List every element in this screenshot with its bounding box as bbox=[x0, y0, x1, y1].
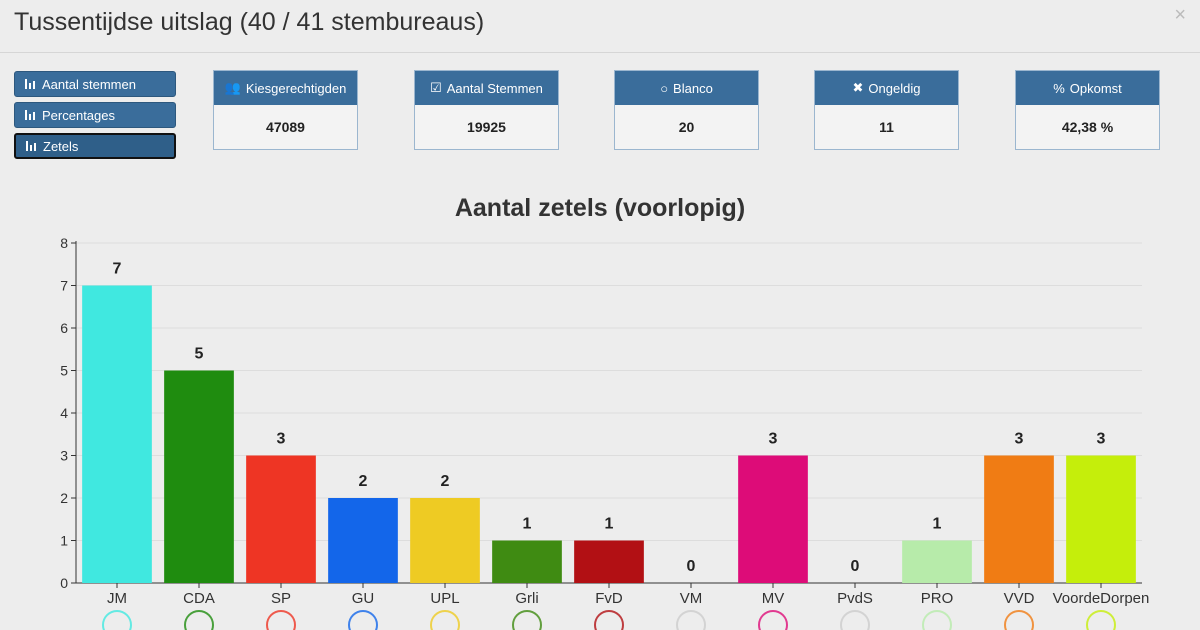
stat-card-kiesgerechtigden: 👥 Kiesgerechtigden 47089 bbox=[213, 70, 358, 150]
percentages-label: Percentages bbox=[42, 107, 115, 123]
data-label: 3 bbox=[277, 431, 286, 448]
data-label: 1 bbox=[933, 516, 942, 533]
data-label: 7 bbox=[113, 261, 122, 278]
x-tick-label: VVD bbox=[1004, 590, 1035, 607]
stat-label: Kiesgerechtigden bbox=[245, 80, 347, 96]
stat-value: 42,38 % bbox=[1061, 119, 1114, 135]
party-logo-icon bbox=[1086, 610, 1116, 630]
bar-chart-icon bbox=[26, 141, 38, 151]
stat-value: 19925 bbox=[467, 119, 506, 135]
x-tick-label: SP bbox=[271, 590, 291, 607]
party-logo-icon bbox=[1004, 610, 1034, 630]
x-tick-label: CDA bbox=[183, 590, 215, 607]
circle-icon: ○ bbox=[660, 80, 669, 96]
bar-chart-icon bbox=[25, 79, 37, 89]
party-logo-icon bbox=[348, 610, 378, 630]
party-logo-icon bbox=[102, 610, 132, 630]
data-label: 3 bbox=[769, 431, 778, 448]
y-tick-label: 1 bbox=[60, 533, 68, 549]
party-logo-icon bbox=[840, 610, 870, 630]
header-divider bbox=[0, 52, 1200, 53]
bar-pro bbox=[902, 540, 972, 583]
zetels-label: Zetels bbox=[43, 138, 79, 154]
y-tick-label: 0 bbox=[60, 575, 68, 591]
party-logo-icon bbox=[430, 610, 460, 630]
bar-voordedorpen bbox=[1066, 455, 1136, 583]
bar-upl bbox=[410, 498, 480, 583]
x-tick-label: PvdS bbox=[837, 590, 873, 607]
stat-card-ongeldig: ✖ Ongeldig 11 bbox=[814, 70, 959, 150]
x-tick-label: VM bbox=[680, 590, 703, 607]
data-label: 0 bbox=[851, 558, 860, 575]
bar-gu bbox=[328, 498, 398, 583]
stat-label: Aantal Stemmen bbox=[446, 80, 543, 96]
data-label: 5 bbox=[195, 346, 204, 363]
x-tick-label: Grli bbox=[515, 590, 538, 607]
party-logo-icon bbox=[922, 610, 952, 630]
data-label: 1 bbox=[523, 516, 532, 533]
x-tick-label: FvD bbox=[595, 590, 623, 607]
aantal-stemmen-button[interactable]: Aantal stemmen bbox=[14, 71, 176, 97]
party-logo-icon bbox=[758, 610, 788, 630]
window-title: Tussentijdse uitslag (40 / 41 stembureau… bbox=[14, 8, 485, 36]
party-logo-icon bbox=[184, 610, 214, 630]
bar-mv bbox=[738, 455, 808, 583]
aantal-stemmen-label: Aantal stemmen bbox=[42, 76, 136, 92]
stat-label: Opkomst bbox=[1069, 80, 1122, 96]
zetels-button[interactable]: Zetels bbox=[14, 133, 176, 159]
stat-card-aantal-stemmen: ☑ Aantal Stemmen 19925 bbox=[414, 70, 559, 150]
x-tick-label: PRO bbox=[921, 590, 954, 607]
stat-label: Ongeldig bbox=[868, 80, 921, 96]
y-tick-label: 6 bbox=[60, 320, 68, 336]
users-icon: 👥 bbox=[224, 80, 241, 95]
party-logo-icon bbox=[676, 610, 706, 630]
data-label: 2 bbox=[359, 473, 368, 490]
party-logo-icon bbox=[594, 610, 624, 630]
stat-card-opkomst: % Opkomst 42,38 % bbox=[1015, 70, 1160, 150]
bar-cda bbox=[164, 370, 234, 583]
data-label: 0 bbox=[687, 558, 696, 575]
bar-chart-icon bbox=[25, 110, 37, 120]
data-label: 3 bbox=[1015, 431, 1024, 448]
stat-value: 47089 bbox=[266, 119, 305, 135]
bar-jm bbox=[82, 285, 152, 583]
data-label: 2 bbox=[441, 473, 450, 490]
x-tick-label: VoordeDorpen bbox=[1053, 590, 1150, 607]
stat-value: 20 bbox=[678, 119, 695, 135]
chart-title: Aantal zetels (voorlopig) bbox=[454, 194, 746, 222]
times-icon: ✖ bbox=[852, 80, 864, 95]
stat-value: 11 bbox=[879, 119, 894, 135]
bar-fvd bbox=[574, 540, 644, 583]
data-label: 3 bbox=[1097, 431, 1106, 448]
percentages-button[interactable]: Percentages bbox=[14, 102, 176, 128]
party-logo-icon bbox=[266, 610, 296, 630]
stat-label: Blanco bbox=[673, 80, 713, 96]
check-square-icon: ☑ bbox=[430, 80, 442, 95]
x-tick-label: UPL bbox=[430, 590, 459, 607]
close-icon[interactable]: × bbox=[1174, 4, 1186, 26]
x-tick-label: MV bbox=[762, 590, 785, 607]
x-tick-label: GU bbox=[352, 590, 375, 607]
bar-vvd bbox=[984, 455, 1054, 583]
y-tick-label: 3 bbox=[60, 448, 68, 464]
y-tick-label: 7 bbox=[60, 278, 68, 294]
stat-card-blanco: ○ Blanco 20 bbox=[614, 70, 759, 150]
bar-sp bbox=[246, 455, 316, 583]
x-tick-label: JM bbox=[107, 590, 127, 607]
y-tick-label: 8 bbox=[60, 235, 68, 251]
y-tick-label: 4 bbox=[60, 405, 68, 421]
party-logo-icon bbox=[512, 610, 542, 630]
data-label: 1 bbox=[605, 516, 614, 533]
bar-grli bbox=[492, 540, 562, 583]
y-tick-label: 2 bbox=[60, 490, 68, 506]
y-tick-label: 5 bbox=[60, 363, 68, 379]
percent-icon: % bbox=[1053, 80, 1065, 96]
